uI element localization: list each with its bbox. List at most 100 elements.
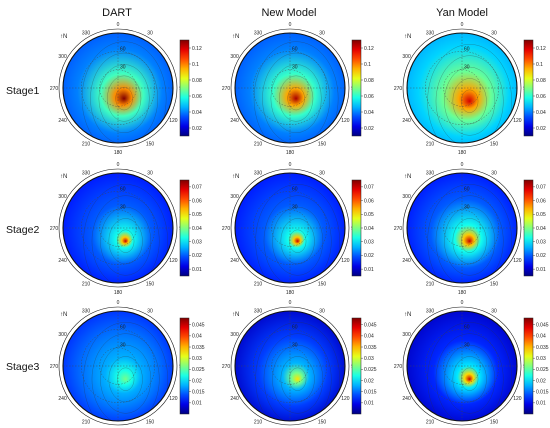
azimuth-tick-label: 330 [82,309,91,315]
azimuth-tick-label: 180 [286,150,295,156]
panel-border [62,172,174,284]
azimuth-tick-label: 270 [222,226,231,232]
colorbar-tick-label: 0.025 [192,367,205,373]
azimuth-tick-label: 30 [147,31,153,37]
azimuth-tick-label: 270 [394,86,403,92]
azimuth-tick-label: 300 [58,332,67,338]
zenith-tick-label: 60 [292,46,298,52]
contour-line [262,52,330,143]
colorbar-tick-label: 0.1 [536,62,543,68]
contour-line [280,356,315,403]
polar-panels: 030901201501802102402703003303060↑N0.120… [50,22,549,425]
colorbar-tick-label: 0.05 [536,212,546,218]
zenith-tick-label: 60 [120,324,126,330]
contour-line [427,184,512,283]
contour-line [444,66,496,136]
colorbar [351,39,362,137]
colorbar-tick-label: 0.07 [364,185,374,191]
colorbar-tick-label: 0.1 [364,62,371,68]
row-titles: Stage1 Stage2 Stage3 [6,85,39,373]
colorbar-tick-label: 0.035 [536,345,549,351]
panel-outer-ring [230,168,350,288]
colorbar-tick-label: 0.06 [364,94,374,100]
zenith-tick-label: 30 [120,205,126,211]
contour-line [100,206,152,276]
contour-line [108,218,143,265]
colorbar-tick-label: 0.045 [536,322,549,328]
azimuth-tick-label: 120 [169,258,178,264]
azimuth-tick-label: 270 [394,226,403,232]
contour-line [444,206,496,276]
azimuth-tick-label: 240 [58,118,67,124]
azimuth-tick-label: 330 [254,309,263,315]
colorbar-tick-label: 0.02 [536,126,546,132]
colorbar-tick-label: 0.01 [536,267,546,273]
zenith-tick-label: 60 [292,186,298,192]
zenith-tick-label: 60 [120,186,126,192]
azimuth-tick-label: 240 [402,258,411,264]
azimuth-tick-label: 30 [491,31,497,37]
azimuth-tick-label: 150 [318,141,327,147]
zenith-tick-label: 60 [120,46,126,52]
azimuth-tick-label: 210 [254,281,263,287]
contour-line [107,75,142,122]
azimuth-tick-label: 0 [461,22,464,28]
colorbar-tick-label: 0.035 [364,345,377,351]
contour-line [255,184,340,283]
panel-border [406,32,518,144]
contour-line [461,229,479,253]
contour-line [427,322,512,421]
azimuth-tick-label: 180 [458,290,467,296]
polar-panel-s1p2: 030901201501802102402703003303060↑N0.070… [394,162,546,296]
panel-border [234,310,346,422]
contour-line [280,218,315,265]
colorbar-tick-label: 0.03 [364,240,374,246]
contour-line [435,333,504,421]
azimuth-tick-label: 330 [426,171,435,177]
colorbar-tick-label: 0.05 [192,212,202,218]
azimuth-tick-label: 120 [513,396,522,402]
azimuth-tick-label: 30 [491,309,497,315]
colorbar-tick-label: 0.04 [364,334,374,340]
azimuth-tick-label: 0 [289,22,292,28]
azimuth-tick-label: 0 [289,300,292,306]
azimuth-tick-label: 120 [341,396,350,402]
colorbar-tick-label: 0.04 [192,110,202,116]
contour-line [279,75,314,122]
colorbar-tick-label: 0.04 [192,226,202,232]
colorbar-tick-label: 0.02 [192,378,202,384]
azimuth-tick-label: 240 [402,118,411,124]
azimuth-tick-label: 240 [58,258,67,264]
azimuth-tick-label: 150 [146,141,155,147]
contour-line [98,64,150,133]
azimuth-tick-label: 120 [513,118,522,124]
azimuth-tick-label: 330 [82,31,91,37]
contour-line [117,229,135,253]
azimuth-tick-label: 30 [319,31,325,37]
contour-line [287,87,305,111]
azimuth-tick-label: 0 [117,162,120,168]
azimuth-tick-label: 300 [402,194,411,200]
north-arrow-label: ↑N [232,34,239,40]
north-arrow-label: ↑N [232,312,239,318]
zenith-tick-label: 30 [464,343,470,349]
contour-line [272,206,324,276]
contour-line [452,78,487,125]
azimuth-tick-label: 30 [147,309,153,315]
colorbar [523,39,534,137]
colorbar [179,317,190,415]
azimuth-tick-label: 180 [114,150,123,156]
colorbar-tick-label: 0.12 [364,46,374,52]
azimuth-tick-label: 150 [146,281,155,287]
colorbar-tick-label: 0.02 [364,126,374,132]
polar-panel-s0p2: 030901201501802102402703003303060↑N0.120… [394,22,546,156]
azimuth-tick-label: 210 [426,419,435,425]
colorbar-tick-label: 0.03 [364,356,374,362]
colorbar-tick-label: 0.015 [364,389,377,395]
colorbar-tick-label: 0.01 [364,401,374,407]
contour-line [452,356,487,403]
azimuth-tick-label: 150 [318,281,327,287]
polar-panel-s2p1: 030901201501802102402703003303060↑N0.045… [222,300,377,425]
north-arrow-label: ↑N [404,312,411,318]
contour-line [253,41,339,143]
